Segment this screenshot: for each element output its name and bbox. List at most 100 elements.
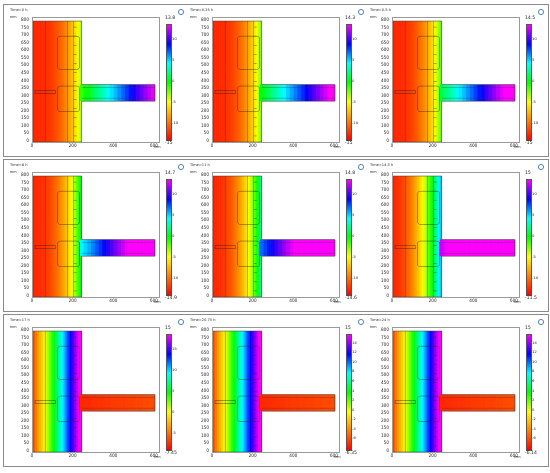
wall-band: [401, 176, 404, 297]
slab-band: [331, 239, 336, 257]
wall-band: [67, 176, 70, 297]
color-legend-max: 15: [345, 326, 351, 331]
slab-band: [128, 239, 133, 257]
slab-band: [492, 394, 497, 412]
color-legend-max: 15: [525, 326, 531, 331]
x-axis-unit: mm: [334, 455, 341, 459]
color-legend-tick: -2: [352, 416, 356, 422]
slab-band: [466, 84, 471, 102]
y-tick-label: 250: [201, 255, 209, 261]
slab-band: [492, 239, 497, 257]
y-tick-label: 650: [21, 39, 29, 45]
wall-band: [423, 21, 426, 142]
y-tick-label: 750: [21, 24, 29, 30]
wall-band: [221, 21, 224, 142]
wall-band: [241, 21, 244, 142]
slab-band: [109, 394, 114, 412]
slab-band: [473, 239, 478, 257]
slab-band: [136, 239, 141, 257]
slab-band: [87, 84, 92, 102]
insulation-pocket: [237, 85, 260, 112]
wall-band: [219, 331, 222, 452]
y-tick-label: 550: [381, 364, 389, 370]
y-tick-label: 600: [381, 47, 389, 53]
slab-band: [79, 239, 84, 257]
x-tick-label: 0: [30, 143, 34, 148]
wall-band: [247, 176, 250, 297]
slab-band: [293, 84, 298, 102]
y-tick-label: 100: [201, 122, 209, 128]
temperature-panel: Time=11 h mm mm 800 750 700 650 600 550 500 450 400…: [188, 163, 364, 308]
slab-band: [83, 239, 88, 257]
y-tick-label: 700: [201, 342, 209, 348]
x-tick-label: 400: [289, 298, 298, 303]
slab-band: [481, 239, 486, 257]
geometry-outline: [33, 330, 156, 452]
wall-band: [223, 176, 226, 297]
geometry-outline: [33, 20, 156, 142]
insulation-pocket: [57, 85, 80, 112]
color-legend-tick: 0: [352, 77, 355, 83]
color-legend-tick: -5: [172, 253, 176, 259]
y-tick-label: 450: [381, 379, 389, 385]
slab-band: [304, 239, 309, 257]
slab-band: [473, 84, 478, 102]
color-legend-tick: 2: [352, 397, 355, 403]
color-legend-bar: [526, 334, 532, 451]
color-legend-tick: -10: [352, 119, 359, 125]
panel-time-label: Time=14.5 h: [370, 163, 394, 167]
y-tick-label: 0: [206, 293, 209, 298]
wall-band: [221, 331, 224, 452]
wall-band: [409, 331, 412, 452]
slab-band: [507, 394, 512, 412]
color-legend-tick: 10: [352, 190, 357, 196]
y-tick-label: 550: [201, 54, 209, 60]
y-tick-label: 700: [201, 187, 209, 193]
slab-band: [469, 394, 474, 412]
color-legend-tick: 10: [532, 190, 537, 196]
slab-band: [91, 239, 96, 257]
wall-band: [37, 21, 40, 142]
slab-band: [458, 239, 463, 257]
insulation-pocket: [237, 345, 260, 380]
color-legend-bar: [166, 24, 172, 141]
color-legend-tick: 14: [352, 339, 357, 345]
wall-band: [417, 331, 420, 452]
y-tick-label: 250: [21, 100, 29, 106]
wall-band: [231, 21, 234, 142]
color-legend-tick: -4: [532, 425, 536, 431]
anchor-bar: [34, 400, 56, 404]
y-tick-label: 600: [381, 202, 389, 208]
y-tick-label: 200: [381, 262, 389, 268]
slab-band: [323, 239, 328, 257]
wall-band: [425, 21, 428, 142]
y-tick-label: 50: [383, 285, 389, 291]
y-tick-label: 50: [23, 130, 29, 136]
wall-band: [69, 331, 72, 452]
anchor-bar: [214, 245, 236, 249]
slab-band: [102, 394, 107, 412]
wall-band: [77, 21, 81, 142]
panel-time-label: Time=17 h: [10, 318, 30, 322]
y-tick-label: 700: [381, 342, 389, 348]
y-axis-unit: mm: [190, 325, 197, 329]
slab-band: [439, 239, 444, 257]
y-tick-label: 300: [21, 92, 29, 98]
zoom-extents-icon: [358, 164, 364, 170]
geometry-outline: [213, 330, 336, 452]
x-axis-unit: mm: [514, 145, 521, 149]
slab-band: [113, 239, 118, 257]
slab-band: [91, 84, 96, 102]
y-tick-label: 750: [201, 179, 209, 185]
y-tick-label: 100: [381, 277, 389, 283]
color-legend-tick: 4: [532, 387, 535, 393]
slab-band: [484, 394, 489, 412]
slab-band: [451, 394, 456, 412]
slab-band: [151, 239, 156, 257]
geometry-outline: [393, 330, 516, 452]
slab-band: [319, 239, 324, 257]
y-tick-label: 200: [381, 417, 389, 423]
slab-band: [447, 394, 452, 412]
y-tick-label: 150: [201, 115, 209, 121]
wall-band: [43, 21, 46, 142]
